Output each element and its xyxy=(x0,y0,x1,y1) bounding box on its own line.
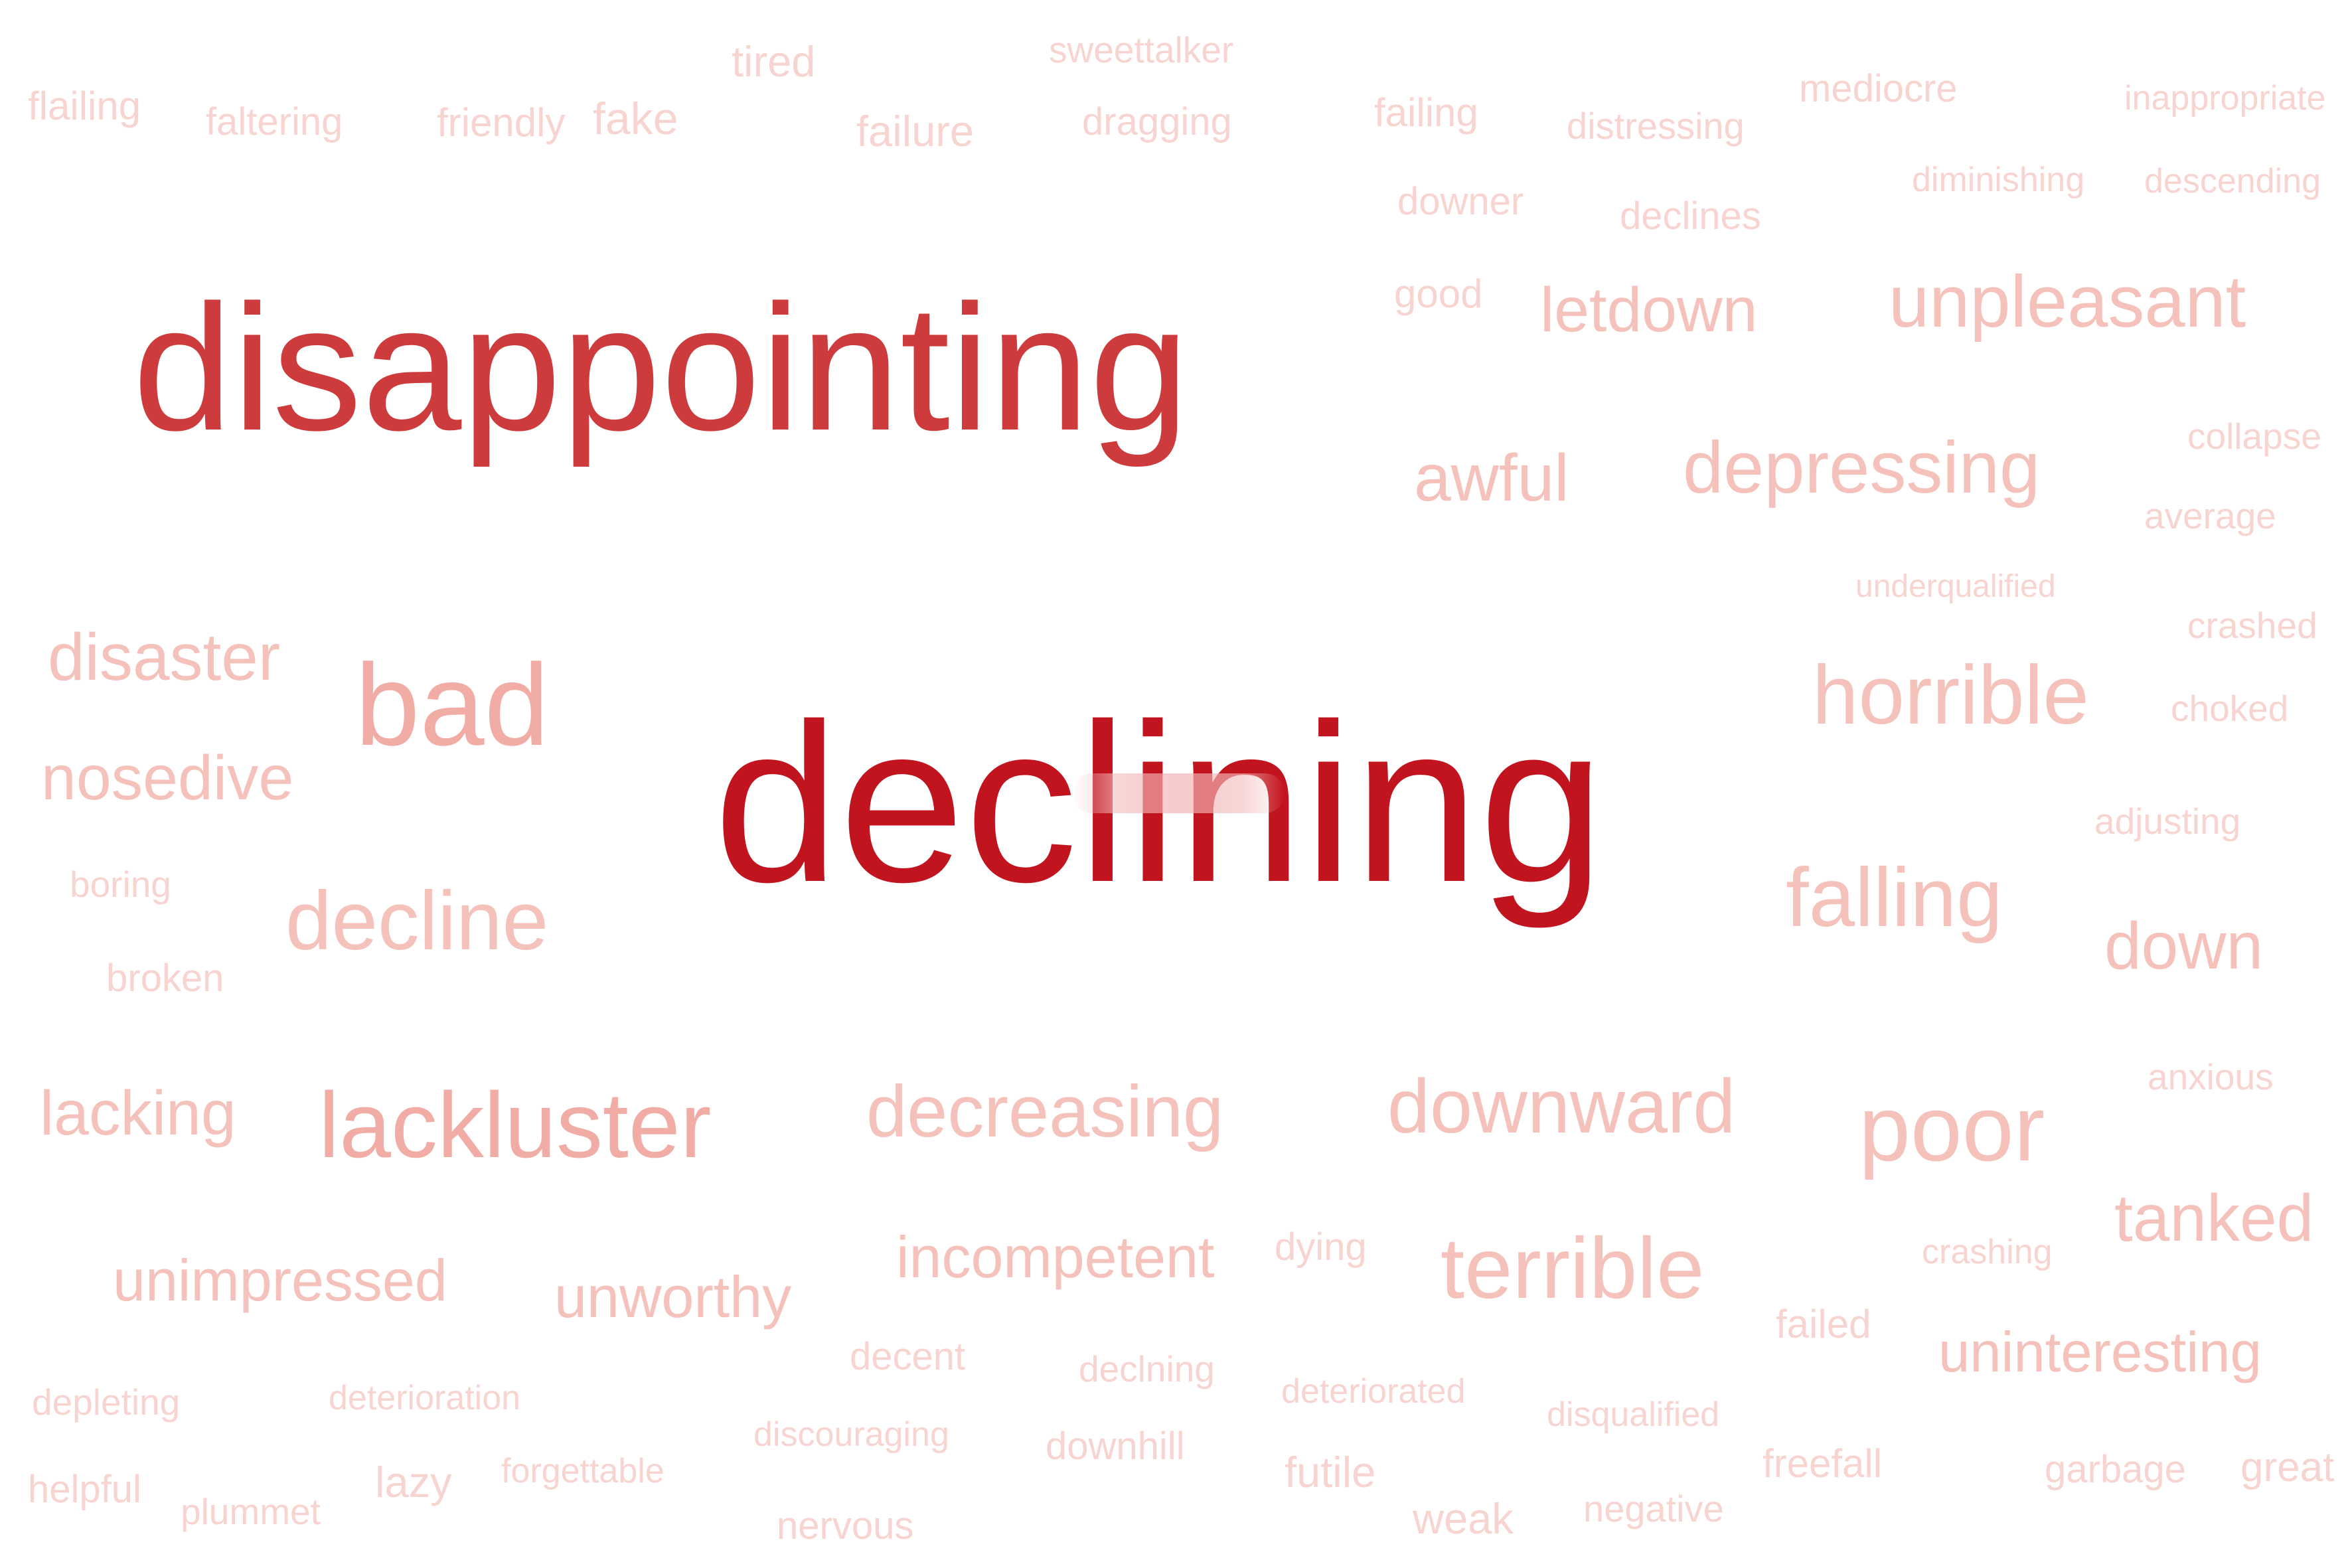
word-distressing: distressing xyxy=(1567,105,1745,147)
word-mediocre: mediocre xyxy=(1799,67,1958,110)
word-garbage: garbage xyxy=(2045,1448,2186,1491)
word-falling: falling xyxy=(1786,852,2003,944)
word-unimpressed: unimpressed xyxy=(113,1247,447,1313)
word-downward: downward xyxy=(1387,1064,1736,1149)
word-unworthy: unworthy xyxy=(554,1264,792,1330)
word-descending: descending xyxy=(2144,162,2321,200)
word-horrible: horrible xyxy=(1812,649,2089,742)
word-lacking: lacking xyxy=(40,1078,236,1148)
word-negative: negative xyxy=(1583,1488,1724,1529)
word-helpful: helpful xyxy=(28,1468,141,1511)
word-dragging: dragging xyxy=(1082,100,1232,143)
word-dying: dying xyxy=(1275,1225,1367,1269)
word-good: good xyxy=(1394,272,1483,316)
word-awful: awful xyxy=(1414,441,1569,515)
word-failed: failed xyxy=(1776,1302,1871,1346)
word-decreasing: decreasing xyxy=(866,1071,1224,1152)
word-discouraging: discouraging xyxy=(753,1415,949,1454)
word-tanked: tanked xyxy=(2114,1181,2314,1255)
word-great: great xyxy=(2240,1445,2335,1490)
word-freefall: freefall xyxy=(1763,1441,1883,1486)
word-broken: broken xyxy=(106,957,224,1000)
word-downer: downer xyxy=(1397,180,1524,223)
word-disappointing: disappointing xyxy=(133,268,1190,468)
word-nosedive: nosedive xyxy=(41,743,294,813)
word-flailing: flailing xyxy=(28,84,141,128)
word-disaster: disaster xyxy=(48,620,281,694)
word-boring: boring xyxy=(70,864,171,905)
word-letdown: letdown xyxy=(1540,275,1758,345)
word-incompetent: incompetent xyxy=(896,1224,1215,1290)
word-nervous: nervous xyxy=(777,1504,914,1547)
word-futile: futile xyxy=(1285,1448,1376,1496)
word-depressing: depressing xyxy=(1683,427,2041,509)
word-sweettalker: sweettalker xyxy=(1049,29,1234,70)
word-lackluster: lackluster xyxy=(319,1073,712,1177)
word-down: down xyxy=(2104,909,2264,983)
word-average: average xyxy=(2144,495,2276,536)
overlap-smudge xyxy=(1072,773,1285,813)
word-friendly: friendly xyxy=(437,100,566,145)
word-declning: declning xyxy=(1079,1348,1215,1389)
word-poor: poor xyxy=(1859,1076,2045,1180)
word-fake: fake xyxy=(593,94,678,144)
word-forgettable: forgettable xyxy=(501,1452,665,1490)
word-adjusting: adjusting xyxy=(2094,801,2241,842)
word-underqualified: underqualified xyxy=(1855,569,2056,604)
word-uninteresting: uninteresting xyxy=(1938,1321,2262,1384)
word-collapse: collapse xyxy=(2187,416,2321,457)
word-crashing: crashing xyxy=(1922,1233,2053,1271)
word-deterioration: deterioration xyxy=(329,1379,521,1417)
word-decline: decline xyxy=(285,875,549,967)
word-terrible: terrible xyxy=(1441,1219,1705,1316)
word-deteriorated: deteriorated xyxy=(1281,1372,1466,1411)
word-bad: bad xyxy=(355,641,549,770)
word-depleting: depleting xyxy=(32,1381,181,1423)
word-tired: tired xyxy=(732,37,816,86)
word-lazy: lazy xyxy=(375,1458,452,1506)
word-diminishing: diminishing xyxy=(1912,161,2085,199)
word-failing: failing xyxy=(1374,90,1478,135)
word-downhill: downhill xyxy=(1046,1425,1185,1468)
word-plummet: plummet xyxy=(181,1491,321,1532)
word-failure: failure xyxy=(856,107,975,155)
word-faltering: faltering xyxy=(206,100,343,143)
word-inappropriate: inappropriate xyxy=(2124,79,2326,118)
word-declines: declines xyxy=(1620,195,1761,238)
word-unpleasant: unpleasant xyxy=(1889,261,2246,343)
word-disqualified: disqualified xyxy=(1547,1395,1720,1434)
word-choked: choked xyxy=(2171,688,2289,729)
word-crashed: crashed xyxy=(2187,605,2317,646)
word-decent: decent xyxy=(850,1335,966,1378)
word-weak: weak xyxy=(1413,1494,1514,1543)
word-anxious: anxious xyxy=(2148,1056,2274,1097)
